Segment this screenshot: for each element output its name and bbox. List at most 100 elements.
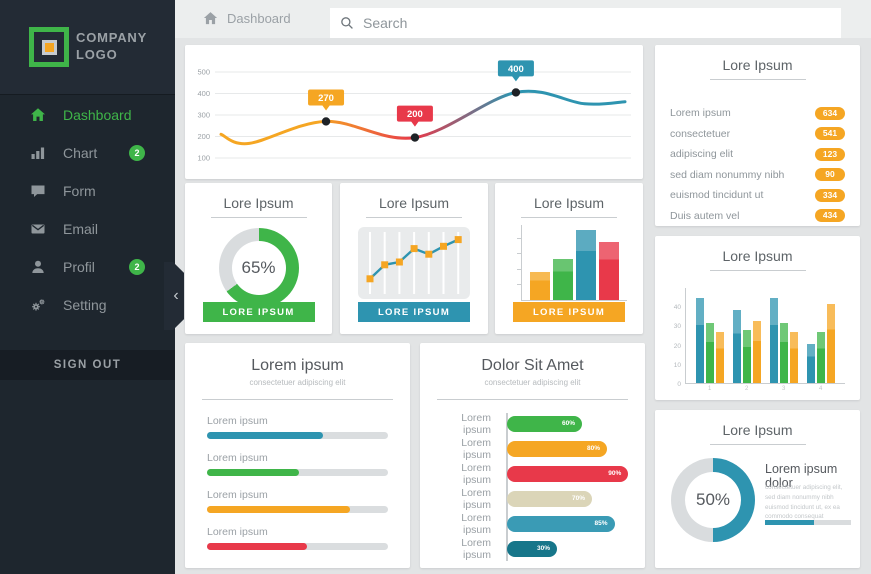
summary-heading: Lorem ipsum dolor [765, 462, 838, 490]
bar-teal [769, 298, 778, 383]
card-action-button[interactable]: LORE IPSUM [358, 302, 470, 322]
title-underline [521, 217, 617, 218]
count-badge: 541 [815, 127, 845, 141]
top-bar: Dashboard [175, 0, 871, 38]
hbar-value: 30% [536, 544, 550, 552]
axis-tick [517, 253, 521, 255]
mini-bar-chart-card: Lore Ipsum LORE IPSUM [495, 183, 643, 334]
hbar-bar: 30% [507, 540, 557, 557]
list-item[interactable]: Lorem ipsum 634 [655, 103, 860, 124]
sidebar-item-setting[interactable]: Setting [0, 286, 175, 324]
svg-text:200: 200 [407, 109, 423, 120]
sidebar-item-label: Form [63, 183, 96, 199]
list-item[interactable]: Duis autem vel 434 [655, 206, 860, 227]
summary-body-text: consectetuer adipiscing elit, sed diam n… [765, 484, 843, 521]
list-item[interactable]: consectetuer 541 [655, 124, 860, 145]
mini-line-chart-panel [358, 227, 470, 299]
sidebar: COMPANY LOGO Dashboard Chart 2 Form Email Pro… [0, 0, 184, 574]
mini-line-chart [366, 232, 462, 294]
logo-line2: LOGO [76, 46, 118, 62]
sidebar-item-label: Setting [63, 297, 107, 313]
list-item-label: Duis autem vel [670, 209, 740, 222]
card-action-button[interactable]: LORE IPSUM [513, 302, 625, 322]
progress-fill [207, 543, 307, 550]
hbar-label: Lorem ipsum [461, 511, 491, 536]
x-axis-label: 2 [745, 386, 749, 392]
bar-group [733, 309, 762, 383]
title-underline [709, 270, 806, 271]
summary-progress-fill [765, 520, 815, 525]
card-action-button[interactable]: LORE IPSUM [202, 302, 315, 322]
count-badge: 123 [815, 147, 845, 161]
list-item-label: euismod tincidunt ut [670, 189, 764, 202]
bar-chart-icon [31, 147, 45, 159]
card-title: Lore Ipsum [722, 422, 793, 438]
hbar-row: Lorem ipsum 80% [434, 437, 631, 461]
card-title: Lore Ipsum [722, 248, 793, 264]
search-input[interactable] [361, 14, 831, 32]
sign-out-button[interactable]: SIGN OUT [0, 350, 175, 380]
sidebar-collapse-toggle[interactable]: ‹ [164, 262, 184, 330]
horizontal-bar-chart-card: Dolor Sit Amet consectetuer adipiscing e… [420, 343, 645, 568]
logo-text: COMPANY LOGO [76, 30, 147, 64]
grouped-bar-chart [685, 288, 845, 384]
hbar-row: Lorem ipsum 85% [434, 512, 631, 536]
svg-text:270: 270 [318, 93, 334, 104]
list-item-label: sed diam nonummy nibh [670, 168, 785, 181]
divider [436, 399, 629, 400]
hbar-label: Lorem ipsum [461, 436, 491, 461]
title-underline [366, 217, 462, 218]
bar-teal [733, 309, 742, 383]
y-axis-label: 0 [677, 381, 681, 388]
sidebar-item-email[interactable]: Email [0, 210, 175, 248]
summary-donut-card: Lore Ipsum 50% Lorem ipsum dolor consect… [655, 410, 860, 568]
hbar-label: Lorem ipsum [461, 411, 491, 436]
bar [529, 271, 550, 300]
sidebar-item-dashboard[interactable]: Dashboard [0, 96, 175, 134]
bar [599, 242, 620, 300]
bar-teal [696, 298, 705, 383]
chart-axis-line [506, 413, 508, 561]
x-axis-label: 1 [708, 386, 712, 392]
hbar-value: 60% [561, 419, 575, 427]
chevron-left-icon: ‹ [173, 287, 179, 304]
donut-chart-65: 65% [218, 228, 299, 308]
y-axis-label: 20 [673, 342, 681, 350]
svg-text:400: 400 [197, 89, 210, 98]
hbar-label: Lorem ipsum [461, 486, 491, 511]
list-item[interactable]: sed diam nonummy nibh 90 [655, 165, 860, 186]
hbar-row: Lorem ipsum 70% [434, 487, 631, 511]
search-icon [341, 17, 353, 29]
sidebar-item-form[interactable]: Form [0, 172, 175, 210]
bar-group [696, 298, 725, 383]
bar-green [816, 332, 825, 383]
hbar-bar: 85% [507, 515, 615, 532]
trend-chart-card: 500 400 300 200 100 270 200 400 [185, 45, 643, 179]
list-item[interactable]: euismod tincidunt ut 334 [655, 185, 860, 206]
sidebar-item-chart[interactable]: Chart 2 [0, 134, 175, 172]
donut-center-label: 50% [695, 490, 731, 509]
card-title: Lorem ipsum [251, 357, 344, 374]
y-axis-label: 30 [673, 323, 681, 331]
sidebar-item-profil[interactable]: Profil 2 [0, 248, 175, 286]
progress-track [207, 469, 388, 476]
progress-label: Lorem ipsum [207, 415, 268, 427]
donut-center-label: 65% [241, 258, 276, 277]
comment-icon [31, 185, 45, 197]
sidebar-nav: Dashboard Chart 2 Form Email Profil 2 Setting [0, 96, 175, 324]
breadcrumb: Dashboard [227, 11, 291, 26]
grouped-bar-chart-card: Lore Ipsum 1 2 3 4 40 30 20 10 0 [655, 236, 860, 400]
progress-fill [207, 506, 350, 513]
list-item[interactable]: adipiscing elit 123 [655, 144, 860, 165]
count-badge: 90 [815, 168, 845, 182]
x-axis-label: 4 [819, 386, 823, 392]
hbar-value: 70% [571, 494, 585, 502]
count-badge: 634 [815, 106, 845, 120]
bar-green [743, 330, 752, 383]
envelope-icon [31, 224, 45, 234]
trend-line-chart: 500 400 300 200 100 270 200 400 [197, 60, 631, 163]
divider [201, 399, 394, 400]
svg-text:500: 500 [197, 68, 210, 77]
bar-group [806, 304, 835, 383]
